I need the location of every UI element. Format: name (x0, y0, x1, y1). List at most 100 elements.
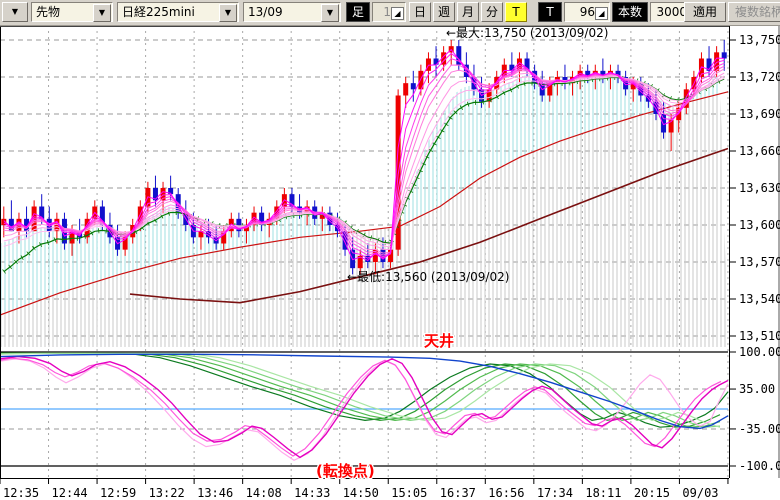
ceiling-annotation: 天井 (424, 332, 454, 350)
category-combobox-value: 先物 (36, 5, 61, 19)
svg-text:12:44: 12:44 (52, 486, 88, 500)
candle (585, 70, 591, 77)
svg-text:14:33: 14:33 (294, 486, 330, 500)
svg-text:09/03: 09/03 (682, 486, 718, 500)
contract-month-combobox[interactable]: 13/09 ▼ (243, 2, 341, 22)
candle (69, 231, 75, 244)
candle (152, 188, 158, 201)
tick-count-spinner[interactable]: 96 ◢ (564, 2, 610, 22)
price-axis: 13,750 13,720 13,690 13,660 13,630 13,600 13,5… (729, 33, 780, 473)
candle (122, 237, 128, 250)
period-button-minute[interactable]: 分 (481, 2, 503, 22)
apply-button[interactable]: 適用 (684, 2, 726, 22)
candle (372, 249, 378, 262)
signal-ma-markers (2, 75, 726, 274)
candle (39, 206, 45, 219)
interval-value-spinner[interactable]: 1 ◢ (372, 2, 406, 22)
candle (380, 249, 386, 262)
interval-value: 1 (383, 5, 391, 19)
candle (221, 231, 227, 244)
symbol-combobox[interactable]: 日経225mini ▼ (117, 2, 239, 22)
tick-label: T (538, 2, 562, 22)
candle (668, 120, 674, 133)
svg-text:-35.00: -35.00 (739, 422, 780, 436)
chevron-down-icon[interactable]: ▼ (219, 4, 237, 22)
ema-ribbon-line (3, 75, 725, 248)
svg-text:17:34: 17:34 (537, 486, 573, 500)
svg-text:18:11: 18:11 (585, 486, 621, 500)
chevron-down-icon[interactable]: ▼ (321, 4, 339, 22)
period-button-day[interactable]: 日 (409, 2, 431, 22)
svg-text:20:15: 20:15 (634, 486, 670, 500)
candle (653, 101, 659, 114)
svg-text:15:05: 15:05 (391, 486, 427, 500)
candle (319, 212, 325, 219)
candle (1, 218, 7, 225)
candle (410, 83, 416, 90)
svg-text:35.00: 35.00 (739, 382, 775, 396)
candle (137, 206, 143, 225)
svg-text:13,570: 13,570 (739, 255, 780, 269)
candle (721, 52, 727, 59)
svg-text:-100.00: -100.00 (739, 459, 780, 473)
candle (524, 58, 530, 71)
svg-text:13:46: 13:46 (197, 486, 233, 500)
svg-text:13,510: 13,510 (739, 329, 780, 343)
mini-dropdown-button[interactable]: ▼ (2, 2, 28, 22)
interval-label: 足 (346, 2, 370, 22)
svg-text:13:22: 13:22 (149, 486, 185, 500)
candle (365, 255, 371, 262)
period-button-month[interactable]: 月 (457, 2, 479, 22)
rci-magenta-line (0, 355, 729, 459)
candle (289, 194, 295, 207)
spinner-grip-icon[interactable]: ◢ (595, 7, 608, 20)
spinner-grip-icon[interactable]: ◢ (391, 7, 404, 20)
rci-green-line (0, 352, 729, 428)
candle (600, 70, 606, 77)
svg-text:12:59: 12:59 (100, 486, 136, 500)
svg-text:13,720: 13,720 (739, 70, 780, 84)
price-chart-canvas[interactable]: 13,750 13,720 13,690 13,660 13,630 13,600 13,5… (0, 26, 780, 500)
category-combobox[interactable]: 先物 ▼ (31, 2, 113, 22)
cyan-hatch-band (0, 74, 721, 315)
candle (61, 218, 67, 244)
period-button-week[interactable]: 週 (433, 2, 455, 22)
multi-symbol-button: 複数銘柄 (728, 2, 780, 22)
svg-text:100.00: 100.00 (739, 345, 780, 359)
candle (456, 46, 462, 65)
candle (259, 212, 265, 225)
min-price-annotation: ←最低:13,560 (2013/09/02) (347, 270, 509, 284)
svg-text:14:08: 14:08 (246, 486, 282, 500)
candle (615, 70, 621, 77)
gray-hatch-band (0, 93, 728, 347)
candle (486, 89, 492, 102)
max-price-annotation: ←最大:13,750 (2013/09/02) (446, 26, 608, 40)
candle (206, 231, 212, 238)
rci-magenta-mid-line (0, 357, 722, 457)
svg-text:14:50: 14:50 (343, 486, 379, 500)
svg-text:16:37: 16:37 (440, 486, 476, 500)
candle (547, 83, 553, 96)
candle (403, 83, 409, 96)
long-ma-line (0, 91, 729, 316)
rci-green-line (0, 352, 721, 428)
period-button-tick-active[interactable]: T (505, 2, 527, 22)
rci-blue-line (0, 353, 729, 430)
candle (516, 58, 522, 71)
candle (198, 231, 204, 238)
candle (24, 218, 30, 232)
symbol-combobox-value: 日経225mini (122, 5, 195, 19)
candle (623, 77, 629, 90)
chevron-down-icon[interactable]: ▼ (93, 4, 111, 22)
candle (630, 83, 636, 90)
toolbar: ▼ 先物 ▼ 日経225mini ▼ 13/09 ▼ 足 1 ◢ 日 週 月 分… (0, 0, 780, 26)
candle (433, 58, 439, 65)
candle (388, 249, 394, 262)
candle (562, 77, 568, 84)
svg-text:13,660: 13,660 (739, 144, 780, 158)
candle (8, 218, 14, 232)
candle (714, 52, 720, 71)
candle (706, 58, 712, 71)
candle (418, 70, 424, 90)
